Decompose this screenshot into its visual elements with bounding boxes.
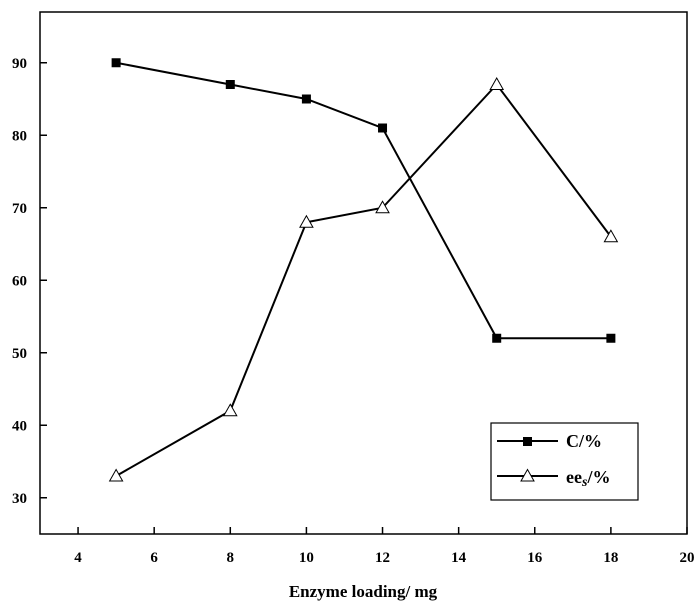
data-point-c (492, 333, 502, 343)
legend-label-ee-unit: /% (586, 467, 610, 487)
x-tick-label: 20 (680, 550, 695, 566)
x-axis-ticks: 4 6 8 10 12 14 16 18 20 (74, 527, 695, 566)
data-point-c (606, 333, 616, 343)
data-point-c (225, 80, 235, 89)
x-tick-label: 4 (74, 550, 82, 566)
y-tick-label: 60 (12, 273, 27, 289)
legend-label-c: C/% (566, 431, 602, 451)
y-tick-label: 90 (12, 56, 27, 72)
data-point-ee (603, 229, 619, 243)
legend-label-ee-sub: s (581, 475, 588, 490)
data-point-ee (108, 468, 124, 482)
x-tick-label: 14 (451, 550, 467, 566)
y-tick-label: 30 (12, 491, 27, 507)
data-point-c (111, 58, 121, 68)
x-tick-label: 8 (227, 550, 235, 566)
y-tick-label: 40 (12, 418, 27, 434)
plot-frame (39, 11, 688, 535)
x-tick-label: 12 (375, 550, 390, 566)
legend: C/% ees/% (490, 422, 639, 501)
legend-label-ee: ees/% (566, 467, 610, 490)
x-tick-label: 10 (299, 550, 314, 566)
data-point-ee (222, 403, 238, 417)
legend-box (490, 422, 639, 501)
x-axis-title: Enzyme loading/ mg (289, 582, 438, 601)
legend-label-ee-main: ee (566, 467, 582, 487)
y-axis-ticks: 30 40 50 60 70 80 90 (12, 56, 47, 507)
y-tick-label: 80 (12, 128, 27, 144)
legend-marker-triangle (520, 468, 535, 482)
data-point-ee (299, 214, 314, 228)
data-point-ee (489, 76, 505, 90)
data-point-ee (375, 200, 390, 214)
data-point-c (378, 123, 388, 133)
legend-marker-square (523, 437, 532, 446)
series-line-c (115, 61, 611, 340)
data-point-c (301, 94, 311, 104)
series-line-ee (115, 82, 612, 477)
x-tick-label: 16 (527, 550, 543, 566)
y-tick-label: 50 (12, 346, 27, 362)
x-tick-label: 6 (150, 550, 158, 566)
x-tick-label: 18 (603, 550, 618, 566)
series-layer (108, 58, 619, 482)
y-tick-label: 70 (12, 201, 27, 217)
